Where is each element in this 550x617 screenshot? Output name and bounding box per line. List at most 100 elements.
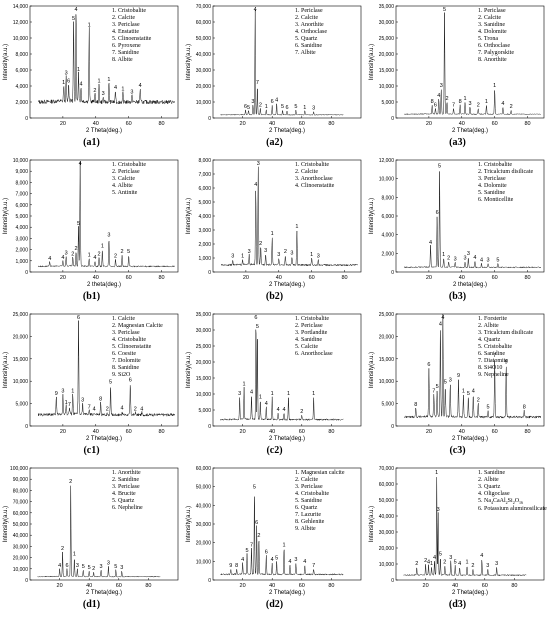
diffraction-trace [403, 477, 527, 577]
y-tick-label: 0 [391, 424, 394, 430]
peak-label: 3 [468, 101, 471, 107]
peak-label: 3 [264, 248, 267, 254]
peak-label: 6 [285, 105, 288, 111]
peak-label: 1 [462, 389, 465, 395]
y-tick-label: 40,000 [13, 533, 29, 539]
legend-entry: 2. Albite [478, 323, 499, 329]
y-tick-label: 10,000 [196, 100, 212, 106]
peak-label: 1 [435, 470, 438, 476]
peak-label: 6 [255, 520, 258, 526]
legend-entry: 6. Coesite [112, 351, 136, 357]
legend-entry: 5. Clinoenstatite [112, 36, 152, 42]
y-tick-label: 30,000 [196, 328, 212, 334]
y-tick-label: 0 [391, 578, 394, 584]
y-tick-label: 12,000 [379, 158, 395, 164]
peak-label: 7 [88, 404, 91, 410]
y-tick-label: 10,000 [379, 562, 395, 568]
diffraction-trace [220, 496, 344, 576]
y-tick-label: 0 [208, 578, 211, 584]
peak-label: 4 [480, 258, 483, 264]
y-axis-label: Intensity(a.u.) [186, 44, 192, 80]
legend-entry: 4. Clinoenstatite [295, 183, 335, 189]
peak-label: 3 [248, 249, 251, 255]
xrd-panel-a2: 0 10,000 20,000 30,000 40,000 50,000 60,000 70,… [183, 0, 366, 154]
y-tick-label: 0 [25, 116, 28, 122]
y-tick-label: 6,000 [15, 68, 28, 74]
legend-entry: 7. Palygorskite [478, 50, 514, 56]
peak-label: 1 [310, 252, 313, 258]
plot-frame [395, 5, 545, 119]
legend-entry: 8. Albite [112, 57, 133, 63]
x-tick-label: 20 [426, 121, 432, 127]
y-axis-label: Intensity(a.u.) [369, 506, 375, 542]
y-axis-label: Intensity(a.u.) [3, 198, 9, 234]
legend-entry: 6. Orthoclase [478, 43, 510, 49]
plot-frame [395, 313, 545, 427]
plot-frame [212, 5, 362, 119]
y-tick-label: 20,000 [379, 334, 395, 340]
panel-label: (a3) [449, 137, 466, 148]
legend-entry: 1. Magnesian calcite [295, 470, 345, 476]
y-tick-label: 60,000 [196, 466, 212, 472]
peak-label: 1 [493, 83, 496, 89]
legend-entry: 6. Sanidine [478, 351, 505, 357]
x-tick-label: 40 [86, 583, 92, 589]
y-tick-label: 7,000 [198, 172, 211, 178]
legend-entry: 8. Gehlenite [295, 519, 325, 525]
peak-label: 2 [75, 246, 78, 252]
xrd-panel-b2: 0 1,000 2,000 3,000 4,000 5,000 6,000 7,000 8,00… [183, 154, 366, 308]
peak-label: 3 [238, 391, 241, 397]
x-tick-label: 40 [459, 275, 465, 281]
peak-label: 7 [256, 80, 259, 86]
peak-label: 4 [93, 407, 96, 413]
y-tick-label: 12,000 [13, 20, 29, 26]
legend-entry: 1. Calcite [112, 316, 135, 322]
legend-entry: 4. Cristobalite [295, 491, 329, 497]
peak-label: 2 [98, 251, 101, 257]
legend-entry: 3. Periclase [112, 330, 140, 336]
legend-entry: 4. Dolomite [478, 183, 507, 189]
legend-entry: 4. Albite [112, 183, 133, 189]
legend-entry: 1. Cristobalite [295, 316, 329, 322]
peak-label: 3 [257, 161, 260, 167]
legend-entry: 1. Periclase [295, 8, 323, 14]
legend-entry: 5. Na4CaAl2Si2O16 [478, 498, 524, 506]
y-tick-label: 10,000 [13, 567, 29, 573]
legend-entry: 6. Pyroxene [112, 43, 141, 49]
y-tick-label: 3,000 [198, 228, 211, 234]
peak-label: 8 [99, 397, 102, 403]
legend-entry: 2. Albite [478, 477, 499, 483]
peak-label: 1 [259, 394, 262, 400]
legend: 1. Cristobalite 2. Tricalcium disilicate 3… [478, 162, 533, 204]
legend-entry: 1. Cristobalite [478, 162, 512, 168]
peak-label: 8 [235, 563, 238, 569]
legend: 1. Periclase 2. Calcite 3. Anorthite 4. Ort… [295, 8, 327, 57]
legend-entry: 3. Quartz [478, 484, 501, 490]
peak-label: 4 [250, 390, 253, 396]
peak-label: 4 [458, 561, 461, 567]
x-tick-label: 20 [423, 583, 429, 589]
legend-entry: 2. Calcite [295, 15, 318, 21]
y-tick-label: 5,000 [381, 402, 394, 408]
y-tick-label: 5,000 [15, 402, 28, 408]
peak-label: 9 [457, 373, 460, 379]
y-tick-label: 25,000 [379, 312, 395, 318]
y-tick-label: 14,000 [13, 4, 29, 10]
y-tick-label: 60,000 [196, 20, 212, 26]
y-tick-label: 0 [391, 270, 394, 276]
y-tick-label: 3,000 [15, 236, 28, 242]
legend-entry: 9. Albite [295, 526, 316, 532]
peak-label: 2 [121, 249, 124, 255]
diffraction-trace [220, 9, 344, 116]
peak-label: 1 [243, 382, 246, 388]
x-axis-label: 2 Theta(deg.) [269, 436, 305, 442]
peak-label: 1 [107, 77, 110, 83]
peak-label: 4 [254, 7, 257, 13]
y-axis-label: Intensity(a.u.) [3, 506, 9, 542]
legend-entry: 9. Si2O [112, 372, 131, 378]
peak-label: 1 [77, 67, 80, 73]
diffraction-trace [38, 14, 175, 105]
y-tick-label: 30,000 [196, 522, 212, 528]
x-tick-label: 20 [426, 429, 432, 435]
y-tick-label: 10,000 [13, 158, 29, 164]
